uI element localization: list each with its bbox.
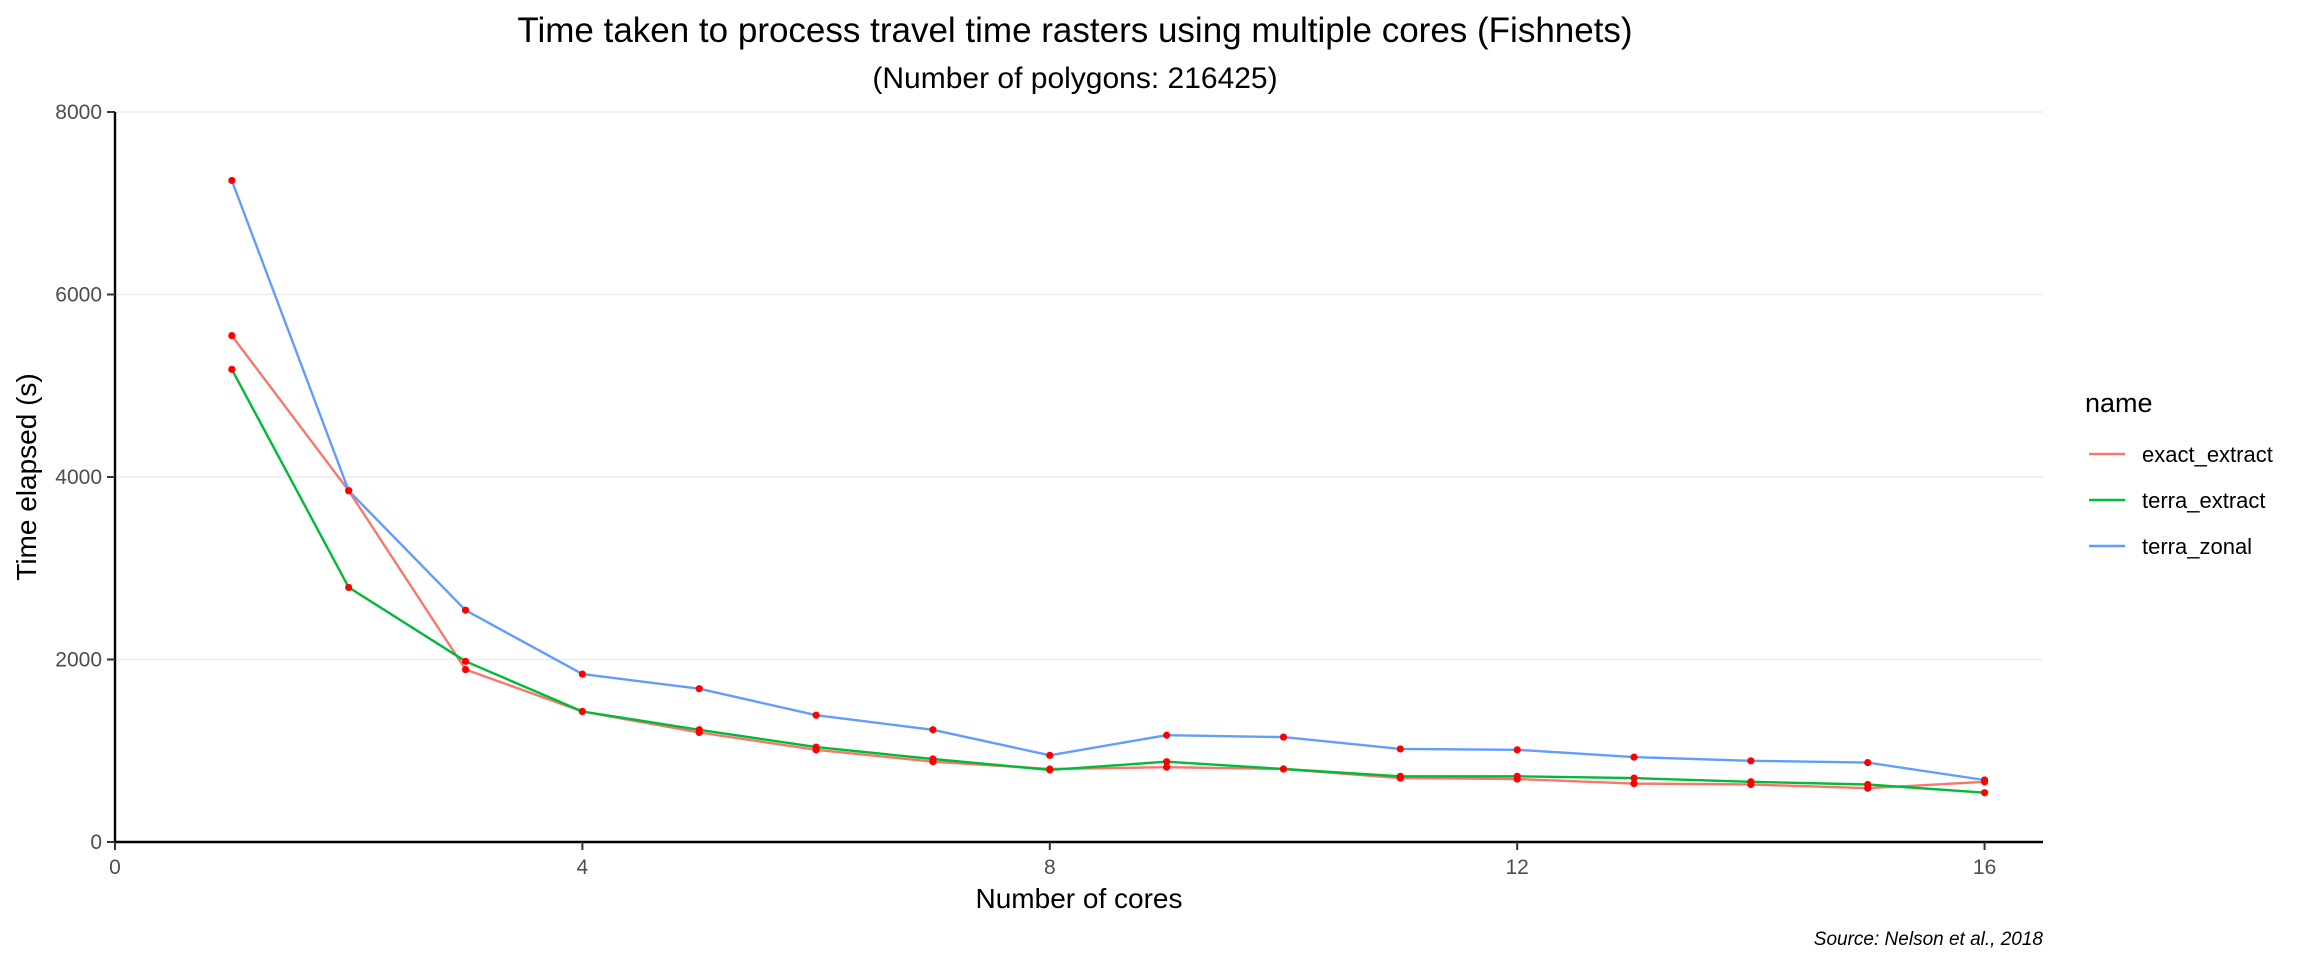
- x-tick-label: 4: [577, 856, 589, 879]
- data-point-terra-extract: [695, 726, 703, 734]
- y-tick-label: 0: [90, 831, 102, 854]
- data-point-terra-zonal: [812, 711, 820, 719]
- data-point-terra-zonal: [1396, 745, 1404, 753]
- legend-label-terra-zonal: terra_zonal: [2142, 534, 2252, 559]
- series-line-terra-zonal: [230, 179, 1985, 782]
- x-axis-title: Number of cores: [976, 883, 1183, 914]
- legend-item-exact-extract: exact_extract: [2089, 442, 2273, 467]
- series-line-exact-extract: [230, 334, 1985, 790]
- data-point-terra-zonal: [1980, 776, 1989, 784]
- y-tick-label: 4000: [55, 466, 102, 489]
- data-point-terra-zonal: [228, 176, 236, 185]
- data-point-terra-zonal: [695, 685, 703, 693]
- x-tick-label: 12: [1506, 856, 1529, 879]
- y-tick-label: 6000: [55, 284, 102, 307]
- y-axis-title: Time elapsed (s): [11, 373, 42, 580]
- series-points: [228, 176, 1989, 797]
- y-tick-label: 2000: [55, 649, 102, 672]
- series-lines: [230, 179, 1985, 794]
- data-point-terra-extract: [1279, 765, 1288, 773]
- data-point-exact-extract: [228, 331, 236, 340]
- y-axis-ticks: 0 2000 4000 6000 8000: [55, 101, 115, 854]
- data-point-terra-extract: [345, 583, 353, 592]
- data-point-terra-zonal: [1163, 731, 1171, 739]
- data-point-terra-zonal: [345, 487, 353, 495]
- data-point-terra-extract: [812, 743, 820, 751]
- x-tick-label: 0: [109, 856, 121, 879]
- y-tick-label: 8000: [55, 101, 102, 124]
- legend-label-terra-extract: terra_extract: [2142, 488, 2266, 513]
- data-point-terra-zonal: [1864, 759, 1872, 767]
- data-point-terra-extract: [1630, 774, 1638, 782]
- legend-title: name: [2085, 388, 2153, 418]
- data-point-exact-extract: [461, 665, 470, 674]
- data-point-terra-extract: [1046, 766, 1054, 774]
- chart-title: Time taken to process travel time raster…: [517, 11, 1632, 50]
- data-point-terra-extract: [1163, 758, 1171, 766]
- data-point-terra-zonal: [1046, 751, 1054, 759]
- data-point-exact-extract: [1163, 763, 1171, 771]
- data-point-terra-extract: [1396, 772, 1404, 780]
- data-point-terra-extract: [929, 755, 937, 763]
- data-point-terra-extract: [461, 657, 470, 665]
- data-point-terra-zonal: [1630, 753, 1638, 761]
- legend: name exact_extract terra_extract terra_zon…: [2085, 388, 2273, 559]
- data-point-terra-zonal: [929, 726, 937, 734]
- data-point-terra-extract: [578, 707, 586, 716]
- gridlines: [115, 111, 2043, 661]
- data-point-terra-zonal: [461, 606, 470, 614]
- data-point-terra-zonal: [578, 670, 586, 678]
- chart-subtitle: (Number of polygons: 216425): [872, 62, 1277, 95]
- x-axis-ticks: 0 4 8 12 16: [109, 842, 1996, 879]
- x-tick-label: 8: [1044, 856, 1056, 879]
- data-point-terra-zonal: [1747, 757, 1755, 765]
- x-tick-label: 16: [1973, 856, 1996, 879]
- legend-item-terra-zonal: terra_zonal: [2089, 534, 2252, 559]
- data-point-terra-extract: [1864, 780, 1872, 789]
- legend-label-exact-extract: exact_extract: [2142, 442, 2273, 467]
- data-point-terra-extract: [228, 365, 236, 373]
- data-point-terra-extract: [1980, 789, 1989, 797]
- data-point-terra-extract: [1747, 778, 1755, 786]
- source-caption: Source: Nelson et al., 2018: [1814, 929, 2044, 950]
- series-line-terra-extract: [230, 368, 1985, 794]
- data-point-exact-extract: [1630, 780, 1638, 788]
- data-point-terra-extract: [1513, 772, 1521, 780]
- data-point-terra-zonal: [1279, 733, 1288, 741]
- legend-item-terra-extract: terra_extract: [2089, 488, 2266, 513]
- data-point-terra-zonal: [1513, 746, 1521, 754]
